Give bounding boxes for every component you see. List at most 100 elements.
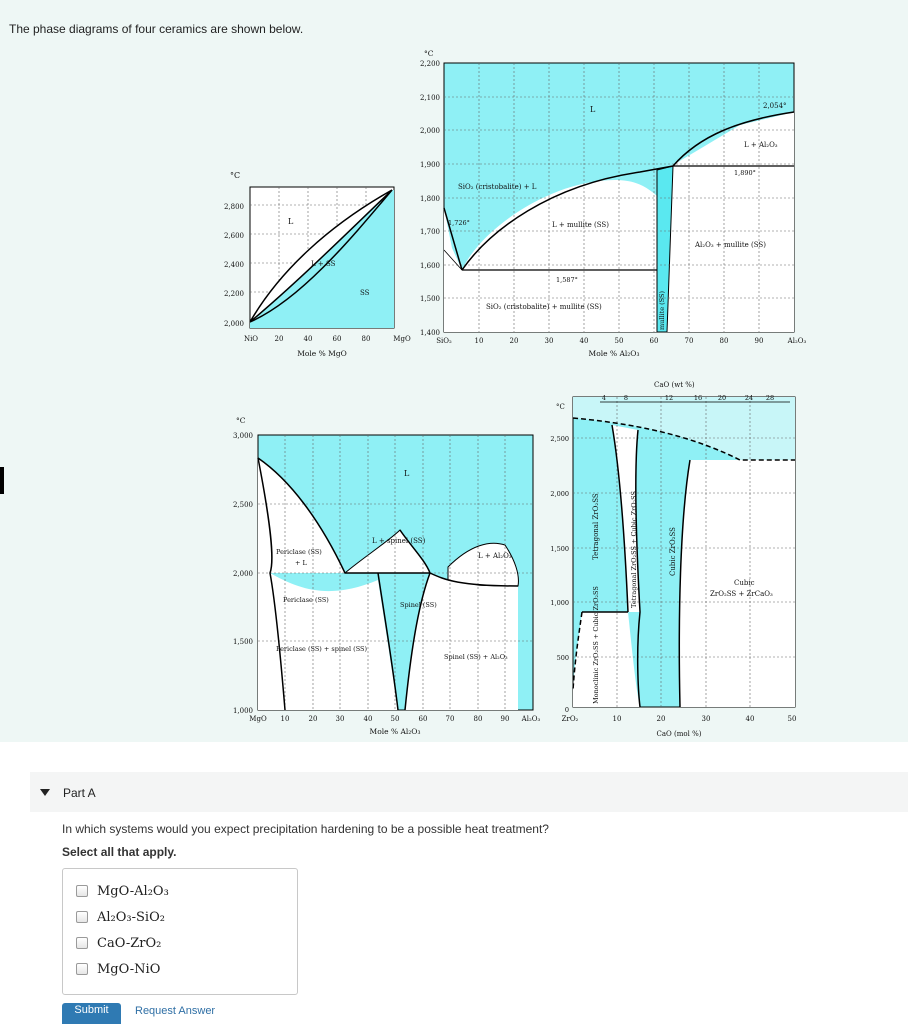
option-label[interactable]: Al₂O₃-SiO₂: [97, 909, 165, 925]
x-tick-label: Al₂O₃: [787, 337, 807, 345]
part-a-header[interactable]: [30, 772, 908, 812]
region-label-tetragonal: Tetragonal ZrO₂SS: [592, 493, 600, 560]
grid: [444, 63, 794, 332]
region-label-solid: SS: [360, 289, 370, 297]
y-tick-label: 2,000: [233, 570, 253, 578]
y-tick-label: 2,200: [224, 290, 244, 298]
solidus-line: [249, 189, 393, 323]
option-label[interactable]: CaO-ZrO₂: [97, 935, 162, 951]
spinel-al2o3-region: [405, 573, 518, 710]
x-tick-label: 80: [362, 335, 371, 343]
x-tick-label: 80: [474, 715, 483, 723]
region-label-cristobalite-mullite: SiO₂ (cristobalite) + mullite (SS): [486, 303, 602, 311]
region-label-cubic-zrcao3: Cubic: [734, 579, 755, 587]
x-tick-label: 90: [501, 715, 510, 723]
top-tick-label: 4: [602, 394, 606, 402]
y-tick-label: 1,400: [420, 329, 440, 337]
x-tick-label: NiO: [244, 335, 258, 343]
region-label-al2o3-mullite: Al₂O₃ + mullite (SS): [694, 241, 766, 249]
y-tick-label: 2,000: [224, 320, 244, 328]
cubic-zrcao3-region: [679, 460, 795, 707]
x-tick-label: 50: [391, 715, 400, 723]
temp-unit-label: °C: [236, 416, 246, 425]
request-answer-link[interactable]: Request Answer: [135, 1005, 216, 1017]
part-title[interactable]: Part A: [63, 786, 96, 800]
x-tick-label: 60: [419, 715, 428, 723]
region-label-spinel-al2o3: Spinel (SS) + Al₂O₃: [444, 653, 508, 661]
y-tick-label: 1,600: [420, 262, 440, 270]
x-tick-label: 50: [788, 715, 797, 723]
checkbox[interactable]: [76, 937, 88, 949]
x-axis-label: CaO (mol %): [657, 730, 702, 738]
region-label-l-al2o3: L + Al₂O₃: [744, 141, 778, 149]
submit-button[interactable]: Submit: [62, 1003, 121, 1024]
checkbox[interactable]: [76, 911, 88, 923]
top-tick-label: 8: [624, 394, 628, 402]
option-label[interactable]: MgO-NiO: [97, 961, 161, 977]
select-all-instruction: Select all that apply.: [62, 845, 177, 859]
region-label-tetragonal-cubic: Tetragonal ZrO₂SS + Cubic ZrO₂SS: [630, 491, 638, 608]
checkbox[interactable]: [76, 885, 88, 897]
x-tick-label: 80: [720, 337, 729, 345]
nio-mgo-phase-diagram: °C 2,800 2,600 2,400 2,200 2,000 NiO 20 …: [224, 171, 411, 358]
region-label-mullite-ss: mullite (SS): [658, 291, 666, 330]
option-al2o3-sio2[interactable]: Al₂O₃-SiO₂: [76, 907, 165, 927]
option-mgo-nio[interactable]: MgO-NiO: [76, 959, 160, 979]
collapse-arrow-icon[interactable]: [40, 789, 50, 796]
region-label-liquid: L: [590, 105, 596, 114]
region-label-monoclinic-cubic: Monoclinic ZrO₂SS + Cubic ZrO₂SS: [592, 586, 600, 704]
x-tick-label: Al₂O₃: [521, 715, 541, 723]
option-mgo-al2o3[interactable]: MgO-Al₂O₃: [76, 881, 169, 901]
option-label[interactable]: MgO-Al₂O₃: [97, 883, 169, 899]
x-tick-label: 10: [475, 337, 484, 345]
option-cao-zro2[interactable]: CaO-ZrO₂: [76, 933, 161, 953]
periclase-liquid-region: [258, 458, 345, 710]
x-axis-label: Mole % MgO: [297, 349, 347, 358]
liquidus-dashed: [572, 417, 795, 461]
x-tick-label: 30: [545, 337, 554, 345]
grid: [573, 397, 795, 707]
y-tick-label: 1,500: [550, 545, 569, 553]
region-label-liquid: L: [404, 469, 410, 478]
checkbox[interactable]: [76, 963, 88, 975]
x-tick-label: 40: [746, 715, 755, 723]
y-tick-label: 500: [557, 654, 569, 662]
y-tick-label: 2,600: [224, 232, 244, 240]
region-label-liquid: L: [288, 217, 294, 226]
page-edge-marker: [0, 467, 4, 494]
y-tick-label: 0: [565, 706, 569, 714]
x-tick-label: 20: [657, 715, 666, 723]
region-label-l-mullite: L + mullite (SS): [552, 221, 609, 229]
y-tick-label: 1,000: [233, 707, 253, 715]
sio2-al2o3-phase-diagram: °C 2,200 2,100 2,000 1,900 1,800 1,700 1…: [420, 49, 807, 358]
y-tick-label: 2,500: [233, 501, 253, 509]
monoclinic-cubic-region: [573, 612, 640, 707]
top-tick-label: 28: [766, 394, 774, 402]
y-tick-label: 2,500: [550, 435, 569, 443]
top-tick-label: 20: [718, 394, 726, 402]
y-tick-label: 2,200: [420, 60, 440, 68]
liquid-region: [573, 397, 795, 460]
x-tick-label: 20: [510, 337, 519, 345]
x-tick-label: 40: [580, 337, 589, 345]
region-label-periclase: Periclase (SS): [283, 596, 329, 604]
l-al2o3-region: [447, 542, 519, 587]
x-tick-label: MgO: [393, 335, 411, 343]
top-axis-title: CaO (wt %): [654, 381, 695, 389]
region-label-l-al2o3: L + Al₂O₃: [478, 552, 512, 560]
y-tick-label: 1,700: [420, 228, 440, 236]
x-tick-label: 60: [650, 337, 659, 345]
temp-unit-label: °C: [556, 403, 565, 411]
region-label-two-phase: L + SS: [311, 260, 336, 268]
solid-solution-region: [250, 190, 394, 328]
x-tick-label: 50: [615, 337, 624, 345]
x-tick-label: ZrO₂: [562, 715, 579, 723]
y-tick-label: 1,800: [420, 195, 440, 203]
periclase-spinel-region: [270, 573, 398, 710]
temp-label-1587: 1,587°: [556, 276, 578, 284]
x-tick-label: 70: [685, 337, 694, 345]
region-label-periclase-spinel: Periclase (SS) + spinel (SS): [276, 645, 367, 653]
x-tick-label: 40: [364, 715, 373, 723]
temp-label-2054: 2,054°: [763, 102, 787, 110]
solid-region-right: [660, 112, 794, 332]
